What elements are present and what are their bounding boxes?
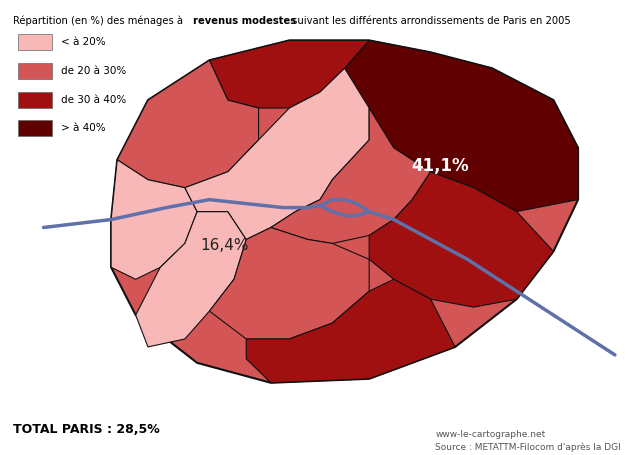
Text: < à 20%: < à 20% [61, 37, 106, 47]
Polygon shape [111, 160, 197, 279]
Text: > à 40%: > à 40% [61, 123, 106, 133]
Text: Source : METATTM-Filocom d'après la DGI: Source : METATTM-Filocom d'après la DGI [435, 442, 621, 451]
Polygon shape [369, 172, 554, 307]
Text: de 30 à 40%: de 30 à 40% [61, 95, 126, 105]
Text: 41,1%: 41,1% [411, 157, 468, 175]
Text: TOTAL PARIS : 28,5%: TOTAL PARIS : 28,5% [13, 424, 159, 436]
Text: www-le-cartographe.net: www-le-cartographe.net [435, 430, 545, 439]
Polygon shape [271, 108, 431, 243]
Polygon shape [344, 40, 578, 212]
Polygon shape [18, 92, 51, 108]
Polygon shape [111, 40, 578, 383]
Polygon shape [117, 61, 259, 187]
Polygon shape [136, 212, 246, 347]
Text: suivant les différents arrondissements de Paris en 2005: suivant les différents arrondissements d… [289, 16, 571, 26]
Polygon shape [209, 40, 369, 108]
Text: de 20 à 30%: de 20 à 30% [61, 66, 126, 76]
Text: revenus modestes: revenus modestes [193, 16, 296, 26]
Text: 16,4%: 16,4% [200, 238, 249, 253]
Polygon shape [18, 35, 51, 51]
Text: Répartition (en %) des ménages à: Répartition (en %) des ménages à [13, 16, 186, 26]
Polygon shape [246, 279, 455, 383]
Polygon shape [209, 228, 369, 339]
Polygon shape [18, 63, 51, 79]
Polygon shape [18, 121, 51, 136]
Polygon shape [185, 68, 369, 239]
